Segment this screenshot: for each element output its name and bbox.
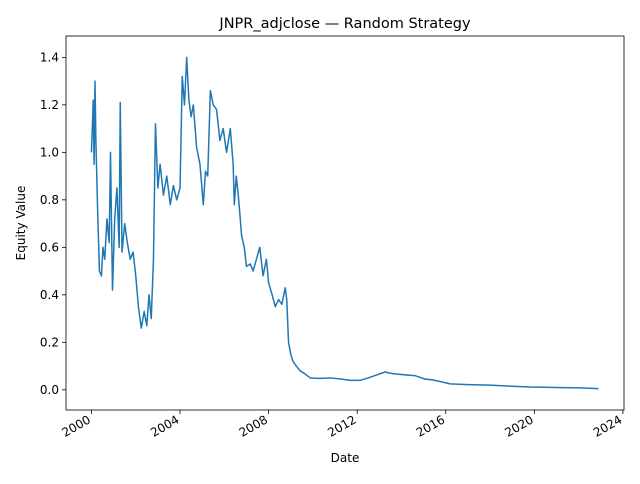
y-tick-label: 0.8 (40, 193, 59, 207)
y-tick-label: 1.2 (40, 98, 59, 112)
x-tick-label: 2008 (237, 412, 270, 439)
y-tick-label: 0.0 (40, 383, 59, 397)
y-tick-label: 1.4 (40, 50, 59, 64)
y-tick-label: 0.2 (40, 335, 59, 349)
x-axis-label: Date (331, 451, 360, 465)
x-tick-label: 2020 (502, 412, 535, 439)
y-tick-label: 0.4 (40, 288, 59, 302)
chart-title: JNPR_adjclose — Random Strategy (218, 16, 471, 32)
axes-frame (65, 35, 625, 411)
x-tick-label: 2000 (60, 412, 93, 439)
x-tick-label: 2012 (325, 412, 358, 439)
y-axis-label: Equity Value (14, 186, 28, 261)
y-tick-label: 0.6 (40, 240, 59, 254)
line (90, 56, 599, 390)
x-tick-label: 2016 (414, 412, 447, 439)
y-tick-label: 1.0 (40, 145, 59, 159)
x-tick-label: 2004 (148, 412, 181, 439)
x-tick-label: 2024 (591, 412, 624, 439)
